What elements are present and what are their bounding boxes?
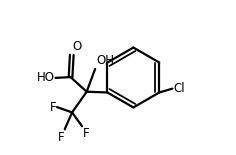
Text: F: F xyxy=(50,101,56,114)
Text: HO: HO xyxy=(37,71,55,84)
Text: F: F xyxy=(58,131,64,144)
Text: F: F xyxy=(83,127,90,140)
Text: Cl: Cl xyxy=(173,82,185,95)
Text: O: O xyxy=(73,40,82,53)
Text: OH: OH xyxy=(96,54,114,67)
